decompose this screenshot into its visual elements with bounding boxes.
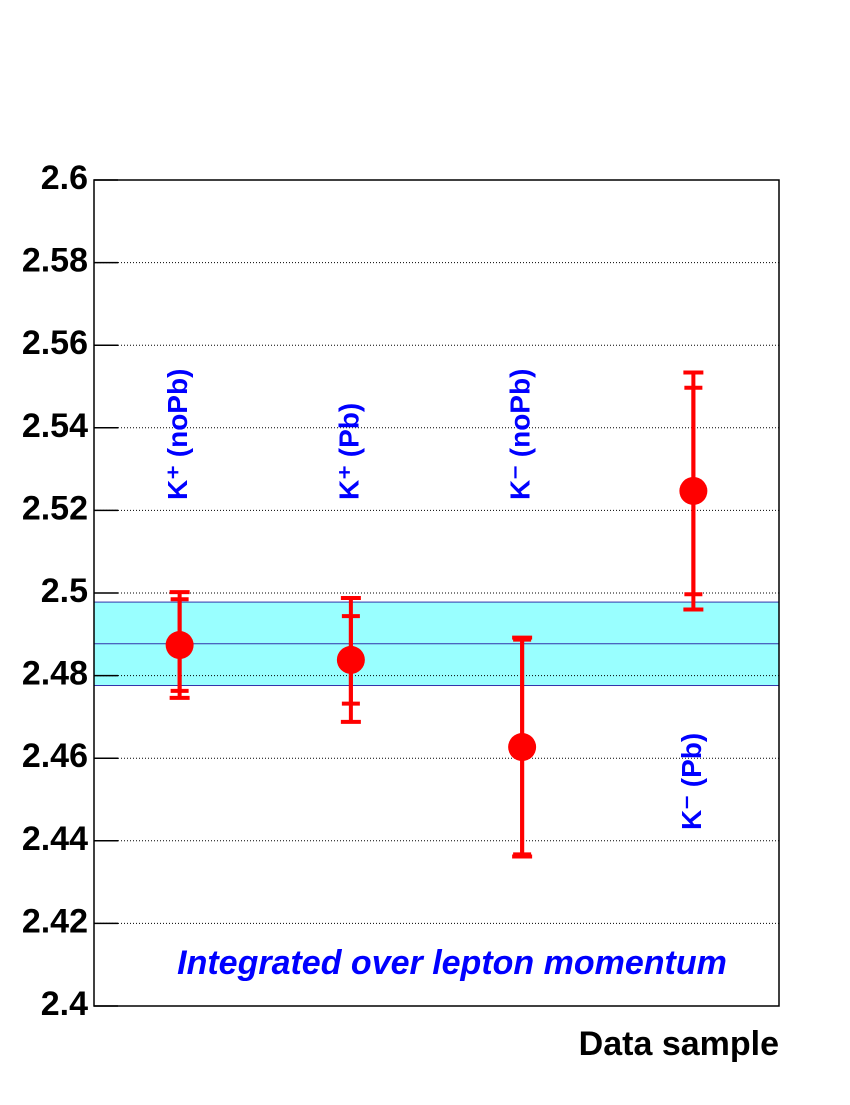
category-label: K⁺ (noPb) [162,369,193,500]
y-tick-label: 2.56 [22,324,88,362]
y-tick-label: 2.54 [22,407,88,445]
category-label: K⁻ (noPb) [505,369,536,500]
x-axis-label: Data sample [579,1025,779,1063]
y-tick-label: 2.42 [22,902,88,940]
y-tick-label: 2.46 [22,737,88,775]
data-point [336,645,365,674]
annotation: Integrated over lepton momentum [177,944,727,982]
y-tick-label: 2.5 [41,572,88,610]
category-label: K⁻ (Pb) [676,733,707,830]
y-tick-label: 2.58 [22,242,88,280]
y-tick-label: 2.48 [22,655,88,693]
y-tick-label: 2.4 [41,985,88,1023]
data-point [165,631,194,660]
y-tick-label: 2.44 [22,820,88,858]
data-point [508,733,537,762]
y-tick-label: 2.52 [22,489,88,527]
y-tick-label: 2.6 [41,159,88,197]
data-point [679,476,708,505]
plot-frame [93,179,780,1007]
category-label: K⁺ (Pb) [333,403,364,500]
